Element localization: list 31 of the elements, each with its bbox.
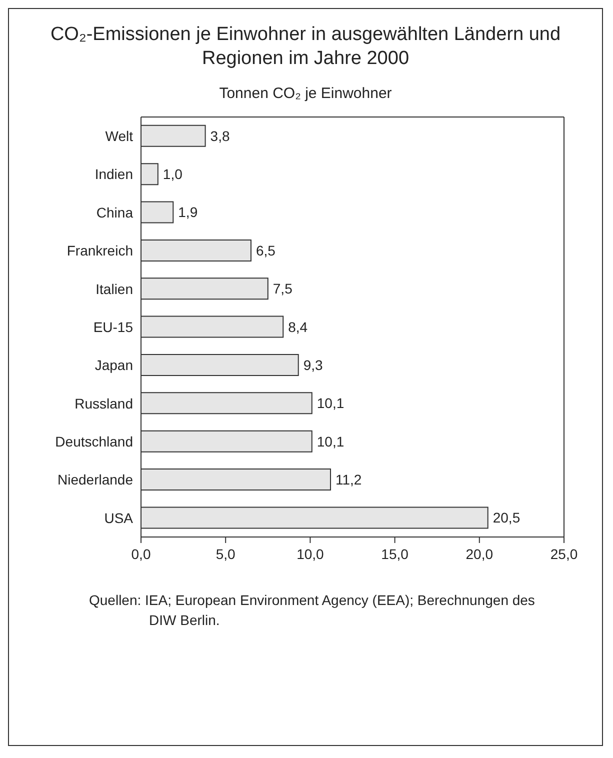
data-label: 3,8 xyxy=(210,128,230,144)
source-note: Quellen: IEA; European Environment Agency (EEA); Berechnungen des DIW Berlin. xyxy=(89,591,536,630)
y-tick-label: Welt xyxy=(105,128,134,144)
x-tick-label: 10,0 xyxy=(296,546,324,562)
x-tick-label: 0,0 xyxy=(131,546,151,562)
data-label: 1,9 xyxy=(178,204,198,220)
data-label: 10,1 xyxy=(316,433,344,450)
y-tick-label: USA xyxy=(104,510,134,526)
data-label: 9,3 xyxy=(303,356,324,373)
y-tick-label: Italien xyxy=(96,280,133,297)
y-tick-label: Japan xyxy=(94,357,133,374)
data-label: 6,5 xyxy=(256,242,276,258)
data-label: 8,4 xyxy=(288,318,308,335)
y-tick-label: Niederlande xyxy=(58,472,134,488)
data-label: 11,2 xyxy=(336,472,362,488)
y-tick-label: Deutschland xyxy=(55,434,133,450)
chart-title: CO₂-Emissionen je Einwohner in ausgewählten Ländern und Regionen im Jahre 2000 xyxy=(49,23,562,71)
x-tick-label: 25,0 xyxy=(550,546,578,562)
y-tick-label: Russland xyxy=(74,395,133,412)
y-tick-label: China xyxy=(96,204,134,220)
y-tick-label: EU-15 xyxy=(93,318,134,335)
y-tick-label: Indien xyxy=(94,166,133,182)
chart-subtitle: Tonnen CO₂ je Einwohner xyxy=(218,85,393,102)
data-label: 7,5 xyxy=(272,280,293,297)
x-tick-label: 15,0 xyxy=(381,546,409,562)
x-tick-label: 20,0 xyxy=(466,546,494,562)
data-label: 10,1 xyxy=(316,395,344,412)
y-tick-label: Frankreich xyxy=(66,242,133,259)
data-label: 20,5 xyxy=(492,510,520,526)
data-label: 1,0 xyxy=(162,166,183,182)
x-tick-label: 5,0 xyxy=(216,546,236,562)
